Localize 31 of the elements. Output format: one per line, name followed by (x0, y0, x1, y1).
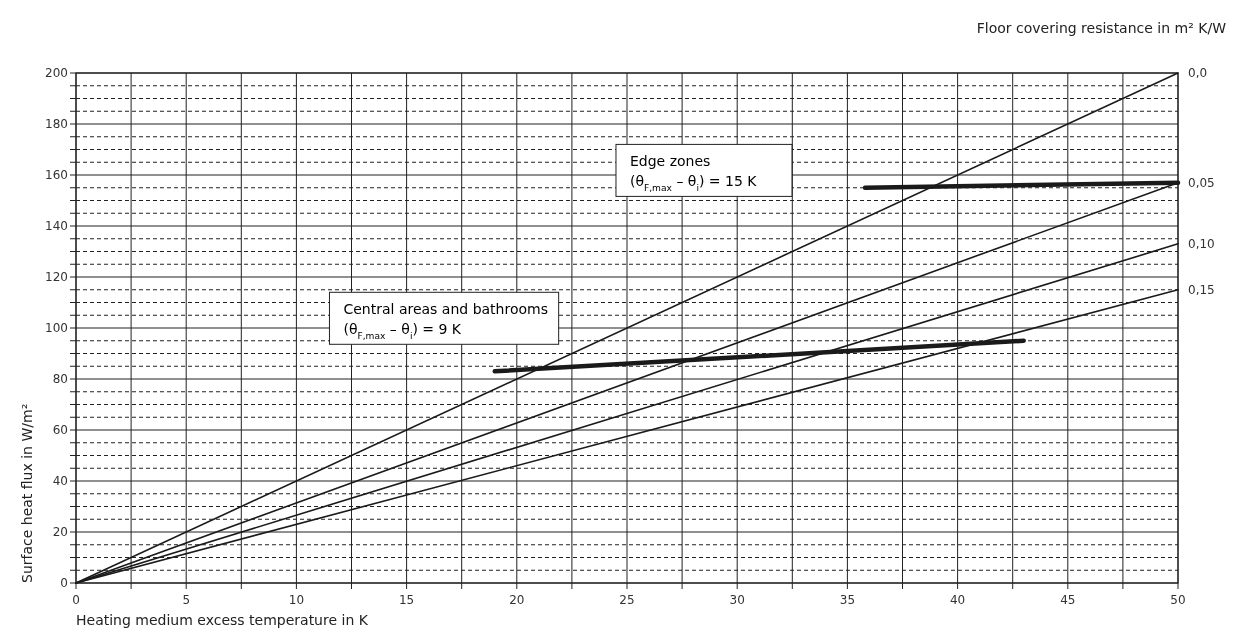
x-tick-label: 45 (1060, 593, 1076, 607)
y-tick-label: 180 (45, 117, 68, 131)
x-tick-label: 0 (72, 593, 80, 607)
y-tick-label: 200 (45, 66, 68, 80)
series-label: 0,10 (1188, 236, 1215, 251)
x-tick-label: 15 (398, 593, 415, 607)
y-tick-label: 160 (45, 168, 68, 182)
x-tick-label: 35 (839, 593, 856, 607)
x-tick-label: 20 (509, 593, 525, 607)
x-tick-label: 50 (1170, 593, 1186, 607)
series-label: 0,0 (1188, 66, 1208, 80)
x-tick-label: 5 (182, 593, 191, 607)
y-tick-label: 140 (45, 219, 68, 233)
y-tick-label: 80 (52, 372, 68, 386)
x-tick-label: 40 (949, 593, 966, 607)
y-tick-label: 100 (45, 321, 68, 335)
x-tick-label: 30 (729, 593, 745, 607)
y-axis-title: Surface heat flux in W/m² (19, 403, 35, 583)
x-tick-label: 25 (619, 593, 635, 607)
y-tick-label: 0 (60, 576, 68, 590)
x-tick-label: 10 (288, 593, 305, 607)
y-tick-label: 40 (52, 474, 68, 488)
x-axis-title: Heating medium excess temperature in K (76, 612, 369, 628)
series-label: 0,05 (1188, 175, 1215, 190)
y-tick-label: 120 (45, 270, 68, 284)
y-tick-label: 20 (52, 525, 68, 539)
annotation: Central areas and bathrooms (θ$_{F,max}$ – θ$_{i}$) = 9 K (343, 301, 548, 342)
legend-title: Floor covering resistance in m² K/W (976, 20, 1227, 36)
annotation: Edge zones (θ$_{F,max}$ – θ$_{i}$) = 15 K (629, 153, 758, 194)
series-label: 0,15 (1188, 282, 1215, 297)
y-tick-label: 60 (52, 423, 68, 437)
